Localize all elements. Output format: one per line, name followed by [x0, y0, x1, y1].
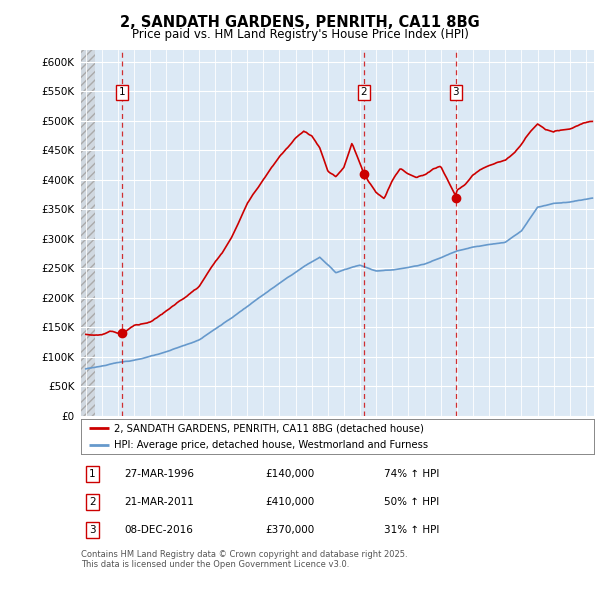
Text: 3: 3 [452, 87, 459, 97]
Text: HPI: Average price, detached house, Westmorland and Furness: HPI: Average price, detached house, West… [115, 441, 428, 450]
Text: 21-MAR-2011: 21-MAR-2011 [125, 497, 194, 507]
Text: 2, SANDATH GARDENS, PENRITH, CA11 8BG: 2, SANDATH GARDENS, PENRITH, CA11 8BG [120, 15, 480, 30]
Text: £410,000: £410,000 [266, 497, 315, 507]
Text: 27-MAR-1996: 27-MAR-1996 [125, 469, 194, 479]
Text: 2, SANDATH GARDENS, PENRITH, CA11 8BG (detached house): 2, SANDATH GARDENS, PENRITH, CA11 8BG (d… [115, 424, 424, 434]
Text: 1: 1 [89, 469, 95, 479]
Text: 2: 2 [89, 497, 95, 507]
Text: £370,000: £370,000 [266, 525, 315, 535]
Text: 2: 2 [361, 87, 367, 97]
Text: 1: 1 [119, 87, 125, 97]
Text: 31% ↑ HPI: 31% ↑ HPI [383, 525, 439, 535]
Text: Contains HM Land Registry data © Crown copyright and database right 2025.
This d: Contains HM Land Registry data © Crown c… [81, 550, 407, 569]
Text: 74% ↑ HPI: 74% ↑ HPI [383, 469, 439, 479]
Text: 50% ↑ HPI: 50% ↑ HPI [383, 497, 439, 507]
Text: 3: 3 [89, 525, 95, 535]
Text: 08-DEC-2016: 08-DEC-2016 [125, 525, 193, 535]
Text: Price paid vs. HM Land Registry's House Price Index (HPI): Price paid vs. HM Land Registry's House … [131, 28, 469, 41]
Text: £140,000: £140,000 [266, 469, 315, 479]
